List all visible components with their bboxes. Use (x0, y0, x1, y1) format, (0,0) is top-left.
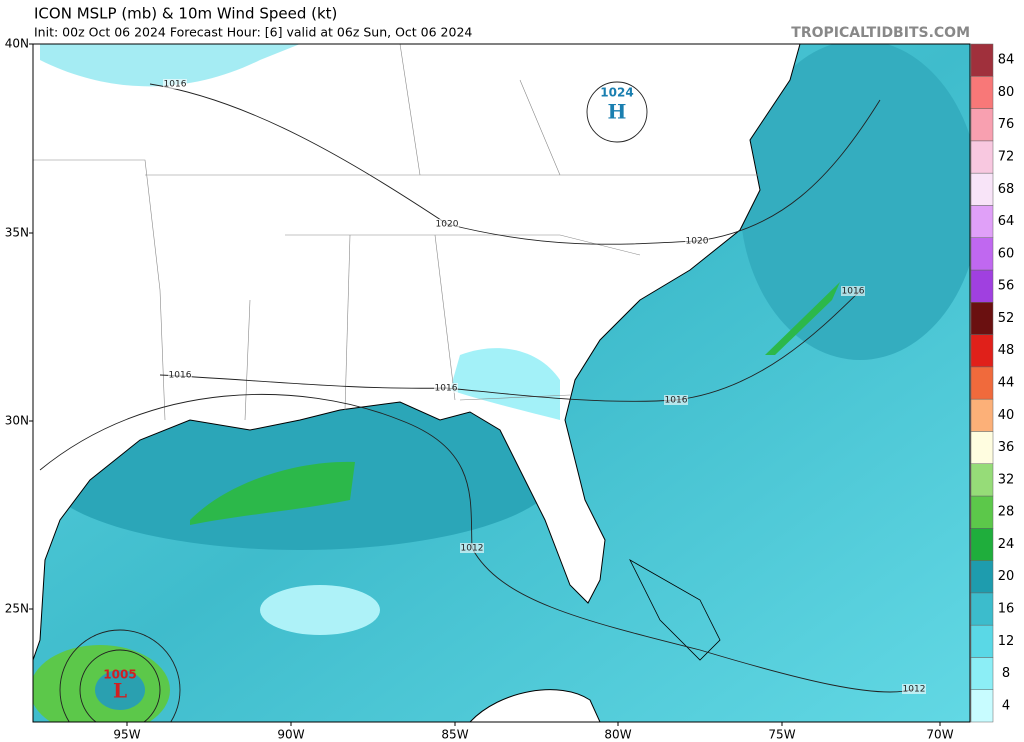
longitude-label: 75W (768, 728, 795, 742)
state-borders (33, 44, 760, 421)
map-frame (32, 43, 971, 723)
colorbar-label: 12 (998, 634, 1015, 649)
longitude-label: 80W (604, 728, 631, 742)
colorbar-label: 72 (998, 150, 1015, 165)
isobar-label: 1020 (436, 220, 459, 230)
isobar-labels: 1016 1020 1020 1016 1016 1016 1016 1012 1012 (163, 79, 926, 695)
wind-field (190, 461, 355, 525)
longitude-label: 90W (277, 728, 304, 742)
longitude-label: 95W (113, 728, 140, 742)
isobar-label-bg (460, 543, 484, 553)
colorbar-label: 40 (998, 408, 1015, 423)
high-pressure: 1024 (600, 86, 633, 100)
isobar-label: 1012 (461, 544, 484, 554)
wind-field (765, 282, 840, 355)
isobar-label: 1012 (903, 685, 926, 695)
colorbar-label: 56 (998, 279, 1015, 294)
colorbar-label: 80 (998, 85, 1015, 100)
isobar-label-bg (168, 370, 192, 380)
latitude-label: 40N (5, 37, 29, 51)
latitude-label: 30N (5, 414, 29, 428)
colorbar-swatch (970, 528, 994, 561)
colorbar-swatch (970, 205, 994, 238)
isobar-label: 1016 (842, 287, 865, 297)
latitude-label: 25N (5, 602, 29, 616)
colorbar-swatch (970, 592, 994, 626)
longitude-label: 85W (441, 728, 468, 742)
colorbar-label: 4 (1002, 698, 1010, 713)
colorbar-label: 8 (1002, 666, 1010, 681)
low-pressure: 1005 (103, 668, 136, 682)
low-letter: L (113, 679, 127, 703)
isobar-label-bg (435, 219, 459, 229)
colorbar-swatch (970, 657, 994, 690)
isobar-label-bg (664, 395, 688, 405)
colorbar-swatch (970, 463, 994, 497)
colorbar-swatch (970, 76, 994, 109)
colorbar-label: 44 (998, 376, 1015, 391)
wind-field (740, 44, 970, 360)
isobar-label: 1020 (686, 237, 709, 247)
isobar-label-bg (841, 286, 865, 296)
isobar-label: 1016 (164, 80, 187, 90)
colorbar-label: 48 (998, 343, 1015, 358)
site-name: TROPICALTIDBITS.COM (791, 25, 970, 41)
colorbar-swatch (970, 495, 994, 529)
colorbar-label: 20 (998, 569, 1015, 584)
isobar-label: 1016 (169, 371, 192, 381)
colorbar-label: 32 (998, 472, 1015, 487)
wind-field (260, 585, 380, 635)
land (469, 689, 601, 722)
colorbar-swatch (970, 302, 994, 335)
colorbar-swatch (970, 431, 994, 464)
colorbar-swatch (970, 108, 994, 142)
colorbar-swatch (970, 237, 994, 271)
isobar-label-bg (434, 383, 458, 393)
isobar-label-bg (685, 236, 709, 246)
isobar-label-bg (163, 79, 187, 89)
colorbar-swatch (970, 398, 994, 432)
map: 1016 1020 1020 1016 1016 1016 1016 1012 1012 (33, 44, 970, 722)
colorbar-swatch (970, 689, 994, 723)
colorbar-swatch (970, 334, 994, 368)
high-letter: H (608, 100, 627, 124)
colorbar-label: 36 (998, 440, 1015, 455)
colorbar-swatch (970, 366, 994, 400)
subtitle: Init: 00z Oct 06 2024 Forecast Hour: [6]… (34, 25, 472, 40)
longitude-label: 70W (926, 728, 953, 742)
wind-field (95, 670, 145, 710)
title: ICON MSLP (mb) & 10m Wind Speed (kt) (34, 5, 337, 23)
colorbar-label: 64 (998, 214, 1015, 229)
colorbar-swatch (970, 43, 994, 77)
isobar-label: 1016 (435, 384, 458, 394)
colorbar-label: 52 (998, 311, 1015, 326)
isobar-label-bg (902, 684, 926, 694)
colorbar-swatch (970, 269, 994, 303)
wind-field (40, 44, 300, 87)
colorbar-label: 68 (998, 182, 1015, 197)
colorbar-label: 60 (998, 246, 1015, 261)
latitude-label: 35N (5, 226, 29, 240)
colorbar-swatch (970, 140, 994, 174)
colorbar-label: 16 (998, 602, 1015, 617)
colorbar-label: 84 (998, 53, 1015, 68)
colorbar-label: 28 (998, 505, 1015, 520)
wind-field (450, 348, 560, 420)
colorbar-swatch (970, 172, 994, 206)
colorbar-label: 76 (998, 117, 1015, 132)
isobar-label: 1016 (665, 396, 688, 406)
islands (629, 558, 721, 661)
land (33, 44, 801, 661)
colorbar-label: 24 (998, 537, 1015, 552)
colorbar-swatch (970, 560, 994, 594)
colorbar-swatch (970, 624, 994, 658)
